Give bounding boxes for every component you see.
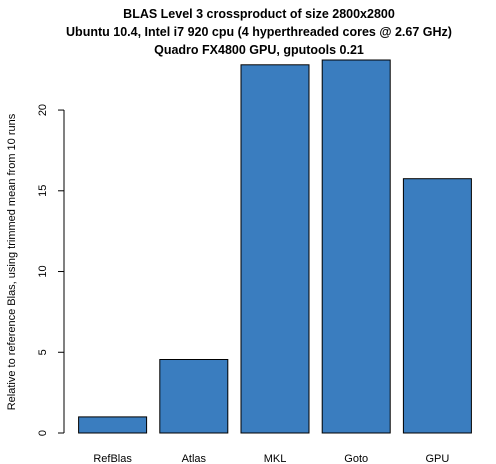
x-tick-label-atlas: Atlas — [182, 453, 207, 464]
bar-atlas — [159, 359, 229, 434]
y-axis: 0 5 10 15 20 — [37, 104, 65, 436]
bar-refblas — [78, 416, 148, 434]
bar-goto — [321, 59, 391, 434]
chart-title-line-1: BLAS Level 3 crossproduct of size 2800x2… — [123, 7, 395, 21]
chart-title: BLAS Level 3 crossproduct of size 2800x2… — [66, 7, 452, 57]
x-axis-labels: RefBlas Atlas MKL Goto GPU — [93, 453, 449, 464]
chart-title-line-2: Ubuntu 10.4, Intel i7 920 cpu (4 hyperth… — [66, 25, 452, 39]
x-tick-label-refblas: RefBlas — [93, 453, 132, 464]
y-tick-label-5: 5 — [37, 349, 49, 355]
y-tick-label-0: 0 — [37, 430, 49, 436]
x-tick-label-gpu: GPU — [425, 453, 449, 464]
chart-title-line-3: Quadro FX4800 GPU, gputools 0.21 — [154, 43, 364, 57]
x-tick-label-mkl: MKL — [264, 453, 287, 464]
y-tick-label-10: 10 — [37, 265, 49, 277]
bars-group — [78, 59, 472, 434]
y-axis-label: Relative to reference Blas, using trimme… — [6, 113, 18, 410]
bar-gpu — [402, 178, 472, 434]
y-tick-label-15: 15 — [37, 185, 49, 197]
y-tick-label-20: 20 — [37, 104, 49, 116]
x-tick-label-goto: Goto — [344, 453, 368, 464]
bar-mkl — [240, 64, 310, 434]
